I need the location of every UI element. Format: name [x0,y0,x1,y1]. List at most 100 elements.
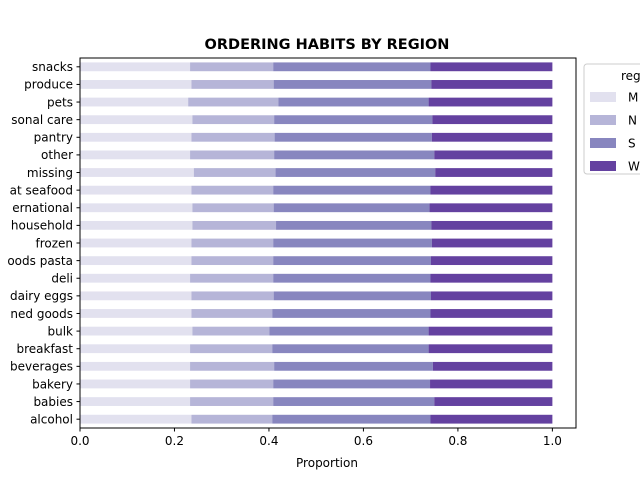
bar-S-8 [273,273,431,283]
bar-N-8 [190,273,274,283]
bar-W-3 [432,361,553,371]
legend-entry: W [628,160,640,174]
legend-entry: S [628,137,636,151]
bar-S-14 [275,168,436,177]
bar-S-4 [272,344,429,354]
x-tick-label: 1.0 [543,434,562,448]
bar-S-1 [273,397,435,406]
bar-W-8 [430,273,553,283]
bar-W-5 [428,326,553,336]
y-tick-label: produce [24,78,73,92]
bar-N-12 [192,203,274,213]
bar-M-1 [80,397,191,406]
legend-title: reg [621,69,640,83]
bar-N-17 [192,115,275,125]
x-tick-label: 0.4 [259,434,278,448]
bar-N-9 [191,256,274,266]
y-tick-label: babies [33,395,73,409]
chart-title: ORDERING HABITS BY REGION [205,37,450,53]
bar-N-4 [190,344,273,354]
bar-M-3 [80,361,191,371]
bar-W-6 [430,309,553,318]
bar-N-11 [192,220,277,230]
y-tick-label: frozen [35,236,73,250]
bar-M-19 [80,80,192,89]
bar-W-12 [429,203,553,213]
bar-W-7 [430,291,553,301]
bar-W-20 [430,62,553,72]
bar-N-15 [190,150,275,160]
bar-M-4 [80,344,191,354]
bar-M-15 [80,150,191,160]
bar-M-6 [80,309,192,318]
plot-frame [79,57,577,429]
bar-M-10 [80,238,192,248]
y-tick-label: breakfast [16,342,73,356]
legend-swatch-S [590,138,616,148]
bar-M-2 [80,379,191,389]
bar-W-11 [431,220,553,230]
bar-N-20 [190,62,274,72]
bar-W-9 [430,256,553,266]
bar-N-1 [190,397,274,406]
bar-W-13 [430,185,553,195]
bar-N-5 [192,326,270,336]
bar-S-5 [269,326,429,336]
y-tick-label: household [11,219,73,233]
x-tick-label: 0.0 [70,434,89,448]
bar-N-0 [191,414,273,424]
y-tick-label: ernational [12,201,73,215]
bar-N-10 [191,238,274,248]
bar-M-14 [80,168,194,177]
bar-N-2 [190,379,274,389]
bar-M-17 [80,115,193,125]
bar-S-12 [273,203,430,213]
bar-N-13 [191,185,274,195]
bar-N-18 [188,97,279,107]
bar-N-6 [191,309,273,318]
bar-N-16 [191,132,275,142]
x-ticks: 0.0 0.2 0.4 0.6 0.8 1.0 [70,428,562,448]
bar-W-17 [432,115,553,125]
y-tick-label: pets [47,95,73,109]
bar-M-20 [80,62,191,72]
bar-W-1 [434,397,553,406]
bar-M-0 [80,414,192,424]
bar-M-9 [80,256,192,266]
y-tick-label: alcohol [30,412,73,426]
bar-N-19 [191,80,274,89]
legend-entry: N [628,114,637,128]
bar-M-7 [80,291,192,301]
bar-S-2 [273,379,431,389]
bar-S-9 [273,256,431,266]
bar-S-10 [273,238,432,248]
bar-S-3 [274,361,433,371]
bar-S-6 [272,309,431,318]
bar-W-0 [430,414,553,424]
bar-S-11 [276,220,432,230]
bar-W-14 [435,168,553,177]
y-tick-label: oods pasta [7,254,73,268]
bars-group [80,62,553,424]
legend-swatch-M [590,92,616,102]
bar-N-7 [191,291,274,301]
legend-entry: M [628,91,638,105]
y-tick-label: bulk [47,324,73,338]
y-tick-label: beverages [10,360,73,374]
bar-M-11 [80,220,193,230]
bar-S-7 [273,291,431,301]
y-tick-label: other [41,148,73,162]
x-axis-label: Proportion [296,456,358,470]
bar-S-15 [274,150,435,160]
legend-swatch-W [590,161,616,171]
y-tick-label: snacks [32,60,73,74]
bar-M-16 [80,132,192,142]
bar-N-3 [190,361,275,371]
bar-W-2 [430,379,553,389]
y-tick-label: bakery [32,377,73,391]
y-tick-label: deli [51,272,73,286]
bar-M-13 [80,185,192,195]
x-tick-label: 0.2 [165,434,184,448]
